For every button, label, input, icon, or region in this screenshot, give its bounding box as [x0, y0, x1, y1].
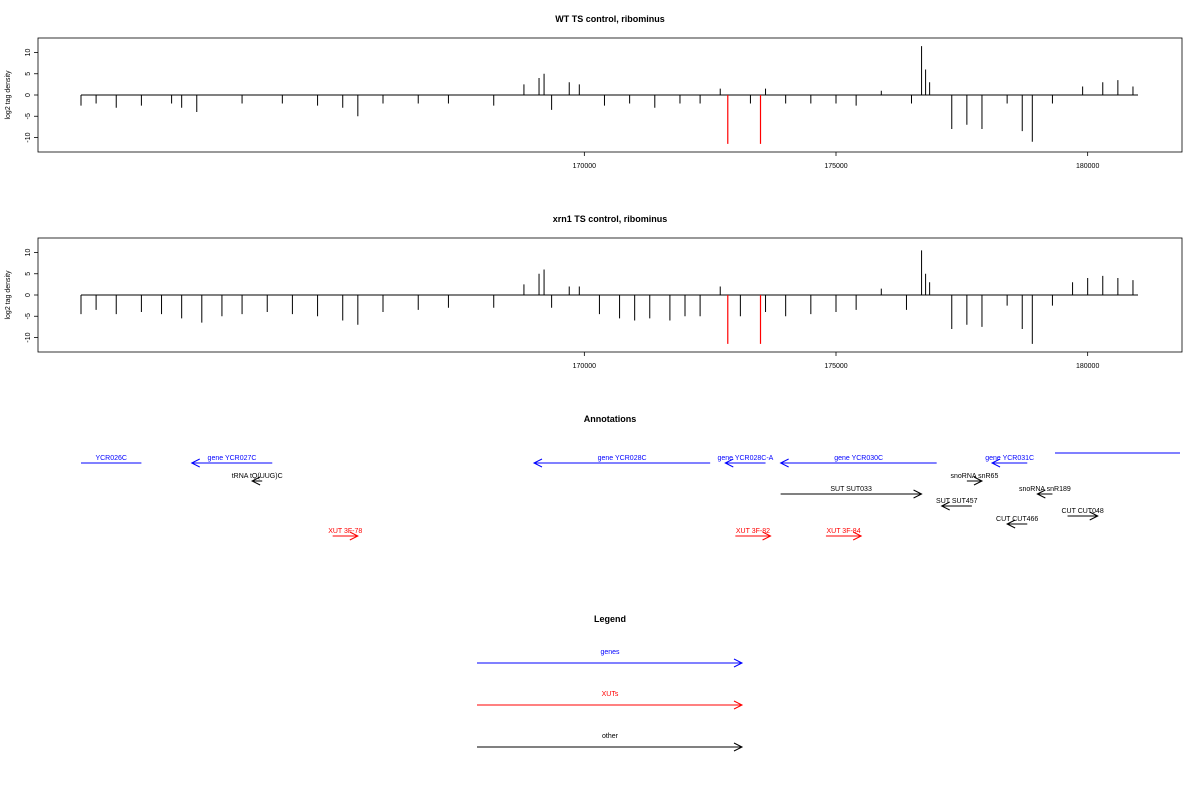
arrow-right-icon: [762, 531, 772, 541]
arrow-right-icon: [913, 489, 923, 499]
arrow-left-icon: [779, 458, 789, 468]
panel-xrn1-ytick-label: 0: [25, 293, 32, 297]
annotation-feature: CUT CUT048: [1061, 508, 1104, 521]
panel-wt-x-axis: 170000 175000 180000: [573, 152, 1099, 170]
panel-xrn1-bars: [80, 250, 1138, 344]
arrow-left-icon: [724, 458, 734, 468]
annotation-feature-label: XUT 3F-84: [826, 528, 860, 535]
arrow-left-icon: [251, 476, 261, 486]
annotation-feature-label: snoRNA snR189: [1019, 486, 1071, 493]
panel-wt-title: WT TS control, ribominus: [555, 14, 665, 24]
legend-items: genes XUTs other: [477, 649, 744, 752]
arrow-left-icon: [532, 458, 543, 468]
annotation-feature: SUT SUT457: [936, 498, 978, 511]
annotation-feature: tRNA tQ(UUG)C: [232, 473, 283, 486]
arrow-right-icon: [733, 658, 744, 668]
arrow-left-icon: [190, 458, 200, 468]
annotation-feature-label: CUT CUT466: [996, 516, 1038, 523]
annotation-feature-label: gene YCR031C: [985, 455, 1034, 462]
annotation-feature-label: CUT CUT048: [1061, 508, 1103, 515]
annotation-feature: snoRNA snR189: [1019, 486, 1071, 499]
panel-xrn1-xtick-label: 180000: [1076, 363, 1099, 370]
annotation-feature-label: XUT 3F-82: [736, 528, 770, 535]
panel-xrn1-x-axis: 170000 175000 180000: [573, 352, 1099, 370]
panel-xrn1-title: xrn1 TS control, ribominus: [553, 214, 668, 224]
annotation-feature: XUT 3F-78: [328, 528, 362, 541]
panel-xrn1-ytick-label: 5: [25, 272, 32, 276]
arrow-left-icon: [1036, 489, 1046, 499]
annotation-feature: gene YCR030C: [779, 455, 937, 468]
panel-wt-xtick-label: 175000: [824, 163, 847, 170]
annotation-feature: SUT SUT033: [780, 486, 923, 499]
legend-item: other: [477, 733, 744, 752]
arrow-right-icon: [733, 700, 744, 710]
panel-wt-ytick-label: 10: [25, 49, 32, 57]
panel-xrn1-ylabel: log2 tag density: [5, 270, 12, 320]
panel-xrn1-ytick-label: 10: [25, 249, 32, 257]
annotation-feature-label: YCR026C: [95, 455, 127, 462]
arrow-right-icon: [1089, 511, 1099, 521]
annotation-features: YCR026C gene YCR027C tRNA tQ(UUG)C gene YCR…: [81, 452, 1180, 541]
arrow-right-icon: [852, 531, 863, 541]
annotation-feature: gene YCR027C: [190, 455, 273, 468]
panel-xrn1: xrn1 TS control, ribominus log2 tag dens…: [5, 214, 1183, 370]
annotation-feature-label: gene YCR028C-A: [717, 455, 773, 462]
legend-item: genes: [477, 649, 744, 668]
panel-wt-ytick-label: -5: [25, 113, 32, 119]
arrow-left-icon: [940, 501, 950, 511]
annotation-feature-label: gene YCR027C: [208, 455, 257, 462]
legend-item-label: other: [602, 733, 619, 740]
panel-wt-ytick-label: 5: [25, 72, 32, 76]
annotations-title: Annotations: [584, 414, 637, 424]
arrow-right-icon: [349, 531, 359, 541]
panel-wt-xtick-label: 170000: [573, 163, 596, 170]
arrow-right-icon: [973, 476, 984, 486]
panel-wt-bars: [80, 46, 1138, 144]
legend-section: Legend genes XUTs other: [477, 614, 744, 752]
annotation-feature: gene YCR028C-A: [717, 455, 774, 468]
annotation-feature-label: XUT 3F-78: [328, 528, 362, 535]
legend-item-label: XUTs: [602, 691, 619, 698]
panel-wt-xtick-label: 180000: [1076, 163, 1099, 170]
legend-title: Legend: [594, 614, 626, 624]
panel-wt-ytick-label: -10: [25, 132, 32, 142]
annotation-feature: XUT 3F-84: [825, 528, 863, 541]
arrow-left-icon: [1006, 519, 1016, 529]
panel-xrn1-ytick-label: -10: [25, 332, 32, 342]
annotation-feature: gene YCR031C: [985, 455, 1034, 468]
panel-wt-y-axis: -10 -5 0 5 10: [25, 49, 38, 143]
annotation-feature-label: SUT SUT457: [936, 498, 978, 505]
panel-xrn1-ytick-label: -5: [25, 313, 32, 319]
annotation-feature-label: tRNA tQ(UUG)C: [232, 473, 283, 480]
panel-wt-ytick-label: 0: [25, 93, 32, 97]
annotation-feature: snoRNA snR65: [950, 473, 998, 486]
arrow-right-icon: [733, 742, 744, 752]
annotation-feature: gene YCR028C: [532, 455, 711, 468]
legend-item-label: genes: [600, 649, 620, 656]
annotation-feature-label: gene YCR028C: [598, 455, 647, 462]
panel-wt: WT TS control, ribominus log2 tag densit…: [5, 14, 1183, 170]
panel-xrn1-xtick-label: 175000: [824, 363, 847, 370]
annotation-feature: YCR026C: [81, 455, 142, 464]
annotation-feature-label: gene YCR030C: [834, 455, 883, 462]
legend-item: XUTs: [477, 691, 744, 710]
arrow-left-icon: [990, 458, 1001, 468]
panel-xrn1-xtick-label: 170000: [573, 363, 596, 370]
panel-xrn1-y-axis: -10 -5 0 5 10: [25, 249, 38, 343]
annotation-feature: CUT CUT466: [996, 516, 1038, 529]
annotation-feature-label: SUT SUT033: [830, 486, 872, 493]
panel-wt-ylabel: log2 tag density: [5, 70, 12, 120]
annotation-feature: XUT 3F-82: [735, 528, 772, 541]
annotation-feature-label: snoRNA snR65: [950, 473, 998, 480]
annotations-section: Annotations YCR026C gene YCR027C tRNA tQ(U…: [81, 414, 1180, 541]
